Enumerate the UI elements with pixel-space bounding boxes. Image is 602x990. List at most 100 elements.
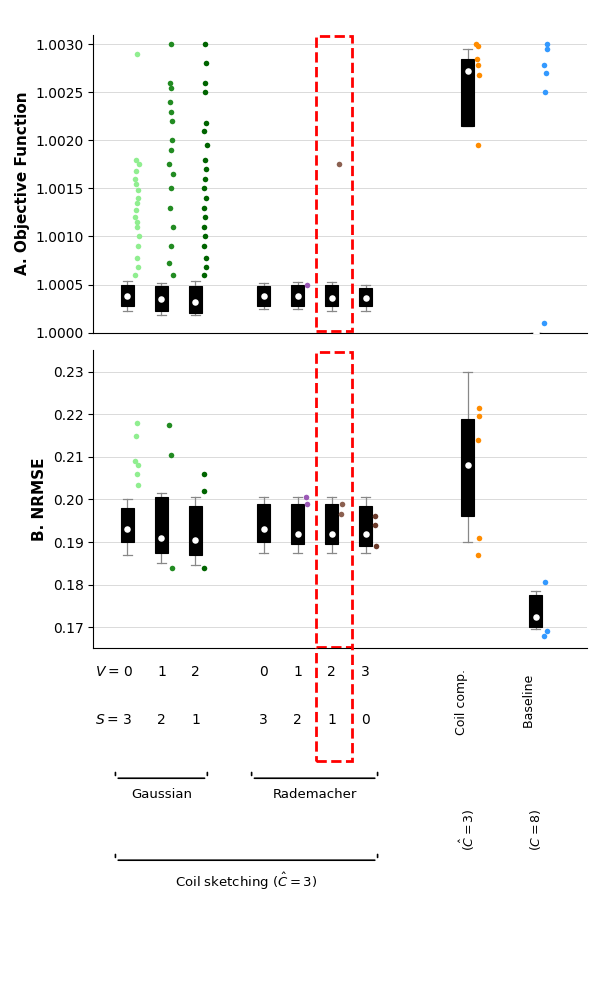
Point	[327, 290, 337, 306]
Point	[474, 400, 484, 416]
Point	[131, 267, 140, 283]
Point	[200, 37, 210, 52]
Bar	[325, 284, 338, 306]
Point	[166, 75, 175, 91]
Point	[166, 104, 176, 120]
Point	[166, 180, 176, 196]
Y-axis label: A. Objective Function: A. Objective Function	[14, 92, 29, 275]
Text: $(\hat{C}=3)$: $(\hat{C}=3)$	[458, 808, 477, 850]
Point	[293, 526, 302, 542]
Point	[166, 143, 176, 158]
Text: Coil comp.: Coil comp.	[455, 664, 468, 735]
Point	[167, 239, 176, 254]
Point	[531, 609, 541, 625]
Point	[157, 530, 166, 545]
Point	[302, 276, 312, 292]
Bar	[359, 506, 372, 546]
Point	[539, 315, 548, 331]
Point	[132, 46, 141, 61]
Y-axis label: B. NRMSE: B. NRMSE	[32, 457, 47, 542]
Point	[202, 259, 211, 275]
Point	[199, 559, 209, 575]
Point	[164, 255, 174, 271]
Text: $(C=8)$: $(C=8)$	[529, 808, 544, 850]
Point	[166, 446, 176, 462]
Bar	[461, 419, 474, 517]
Bar	[291, 504, 304, 545]
Point	[133, 190, 143, 206]
Point	[200, 55, 210, 71]
Text: 1: 1	[157, 665, 166, 679]
Point	[473, 57, 483, 73]
Point	[164, 417, 174, 433]
Point	[201, 190, 211, 206]
Point	[132, 415, 141, 431]
Point	[134, 229, 144, 245]
Point	[539, 628, 548, 644]
Point	[131, 428, 141, 444]
Text: 3: 3	[361, 665, 370, 679]
Bar	[315, 37, 352, 331]
Point	[134, 156, 143, 172]
Point	[134, 457, 143, 473]
Point	[166, 37, 176, 52]
Point	[474, 67, 484, 83]
Point	[130, 209, 140, 225]
Point	[200, 171, 209, 187]
Point	[361, 290, 370, 306]
Point	[200, 180, 209, 196]
Bar	[121, 508, 134, 543]
Point	[336, 507, 346, 523]
Point	[259, 288, 268, 304]
Point	[132, 175, 141, 191]
Point	[132, 195, 141, 211]
Text: 0: 0	[361, 713, 370, 728]
Bar	[257, 504, 270, 543]
Point	[539, 57, 549, 73]
Text: 2: 2	[191, 665, 200, 679]
Text: 0: 0	[259, 665, 268, 679]
Point	[463, 457, 473, 473]
Text: 2: 2	[157, 713, 166, 728]
Point	[201, 115, 211, 131]
Point	[168, 267, 178, 283]
Point	[199, 466, 209, 482]
Point	[131, 453, 140, 469]
Text: Coil sketching ($\hat{C}=3$): Coil sketching ($\hat{C}=3$)	[175, 870, 318, 892]
Text: 2: 2	[327, 665, 336, 679]
Point	[199, 200, 209, 216]
Bar	[529, 595, 542, 628]
Point	[539, 574, 549, 590]
Text: 3: 3	[123, 713, 132, 728]
Point	[132, 219, 142, 235]
Point	[201, 249, 211, 265]
Point	[168, 219, 178, 235]
Text: $V =$: $V =$	[95, 665, 119, 679]
Point	[133, 182, 143, 198]
Point	[473, 50, 482, 66]
Point	[541, 65, 551, 81]
Point	[361, 526, 370, 542]
Point	[293, 288, 302, 304]
Point	[473, 432, 483, 447]
Point	[123, 288, 132, 304]
Point	[200, 84, 209, 100]
Text: Rademacher: Rademacher	[273, 788, 357, 802]
Text: 0: 0	[123, 665, 132, 679]
Bar	[189, 286, 202, 314]
Point	[130, 171, 140, 187]
Point	[132, 214, 141, 230]
Point	[200, 229, 210, 245]
Text: 1: 1	[293, 665, 302, 679]
Point	[542, 42, 552, 57]
Point	[301, 489, 311, 505]
Point	[191, 532, 200, 547]
Point	[474, 409, 483, 425]
Text: 1: 1	[191, 713, 200, 728]
Point	[133, 239, 143, 254]
Point	[134, 476, 143, 492]
Bar	[121, 284, 134, 306]
Text: 3: 3	[259, 713, 268, 728]
Point	[334, 156, 344, 172]
Point	[157, 291, 166, 307]
